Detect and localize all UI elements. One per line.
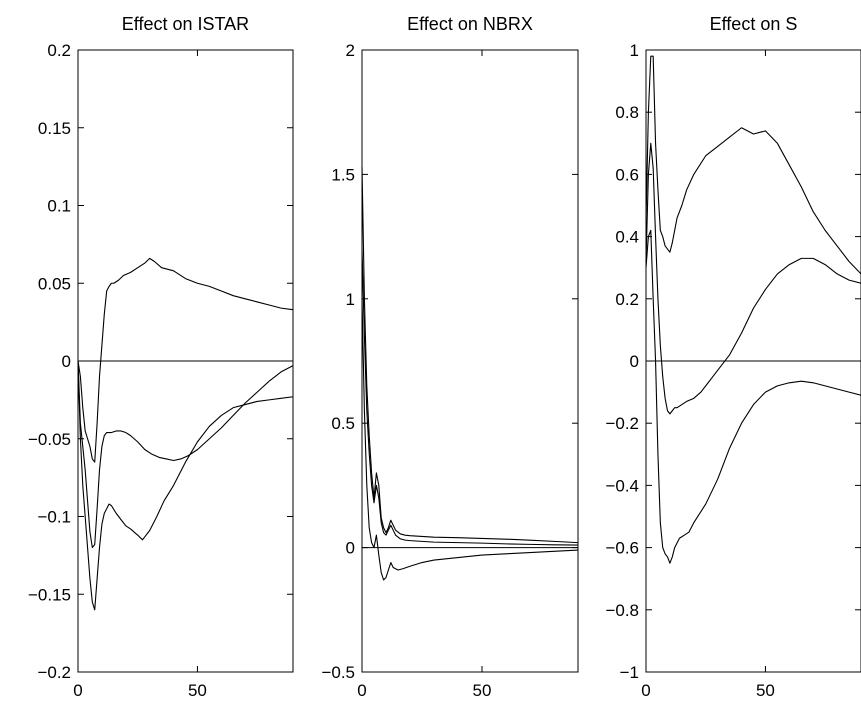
series-line-2 <box>361 249 579 546</box>
panel-3: −1 −0.8 −0.6 −0.4 −0.2 0 0.2 0.4 0.6 0.8 1 0 50 Effec… <box>605 14 861 700</box>
panel-1: −0.2 −0.15 −0.1 −0.05 0 0.05 0.1 0.15 0.2 0 50 Effe… <box>28 14 294 700</box>
y-tick-label: 0.5 <box>331 414 355 433</box>
y-tick-label: 0.2 <box>47 41 71 60</box>
y-tick-label: −0.2 <box>605 414 639 433</box>
y-tick-label: 1 <box>346 290 355 309</box>
y-tick-label: 0.15 <box>38 119 71 138</box>
y-tick-label: 0.8 <box>615 103 639 122</box>
series-line-1 <box>361 166 579 544</box>
series-line-3 <box>77 360 294 611</box>
x-tick-label: 0 <box>73 681 82 700</box>
y-tick-label: −0.8 <box>605 601 639 620</box>
y-tick-label: 0 <box>630 352 639 371</box>
series-line-1 <box>77 257 294 463</box>
y-tick-label: −0.2 <box>37 663 71 682</box>
series-line-2 <box>77 360 294 549</box>
y-tick-label: 0 <box>62 352 71 371</box>
series-line-2 <box>645 142 861 415</box>
x-tick-label: 50 <box>188 681 207 700</box>
y-tick-label: −0.1 <box>37 508 71 527</box>
y-tick-label: 1 <box>630 41 639 60</box>
axes-box <box>361 49 579 673</box>
y-tick-label: −0.6 <box>605 539 639 558</box>
x-tick-label: 0 <box>357 681 366 700</box>
series-line-1 <box>645 55 861 275</box>
panel-title: Effect on ISTAR <box>122 14 249 34</box>
y-tick-label: −0.05 <box>28 430 71 449</box>
series-line-3 <box>645 229 861 564</box>
panel-title: Effect on NBRX <box>407 14 533 34</box>
panel-title: Effect on S <box>710 14 798 34</box>
y-tick-label: 0.05 <box>38 274 71 293</box>
y-tick-label: 1.5 <box>331 165 355 184</box>
x-tick-label: 50 <box>473 681 492 700</box>
y-tick-label: 2 <box>346 41 355 60</box>
y-tick-label: −0.4 <box>605 476 639 495</box>
y-tick-label: 0.4 <box>615 228 639 247</box>
y-tick-label: 0.2 <box>615 290 639 309</box>
y-tick-label: 0.1 <box>47 197 71 216</box>
y-tick-label: −1 <box>620 663 639 682</box>
y-tick-label: 0 <box>346 539 355 558</box>
y-tick-label: −0.15 <box>28 585 71 604</box>
series-line-3 <box>361 298 579 581</box>
y-tick-label: −0.5 <box>321 663 355 682</box>
y-tick-label: 0.6 <box>615 165 639 184</box>
x-tick-label: 0 <box>641 681 650 700</box>
x-tick-label: 50 <box>756 681 775 700</box>
